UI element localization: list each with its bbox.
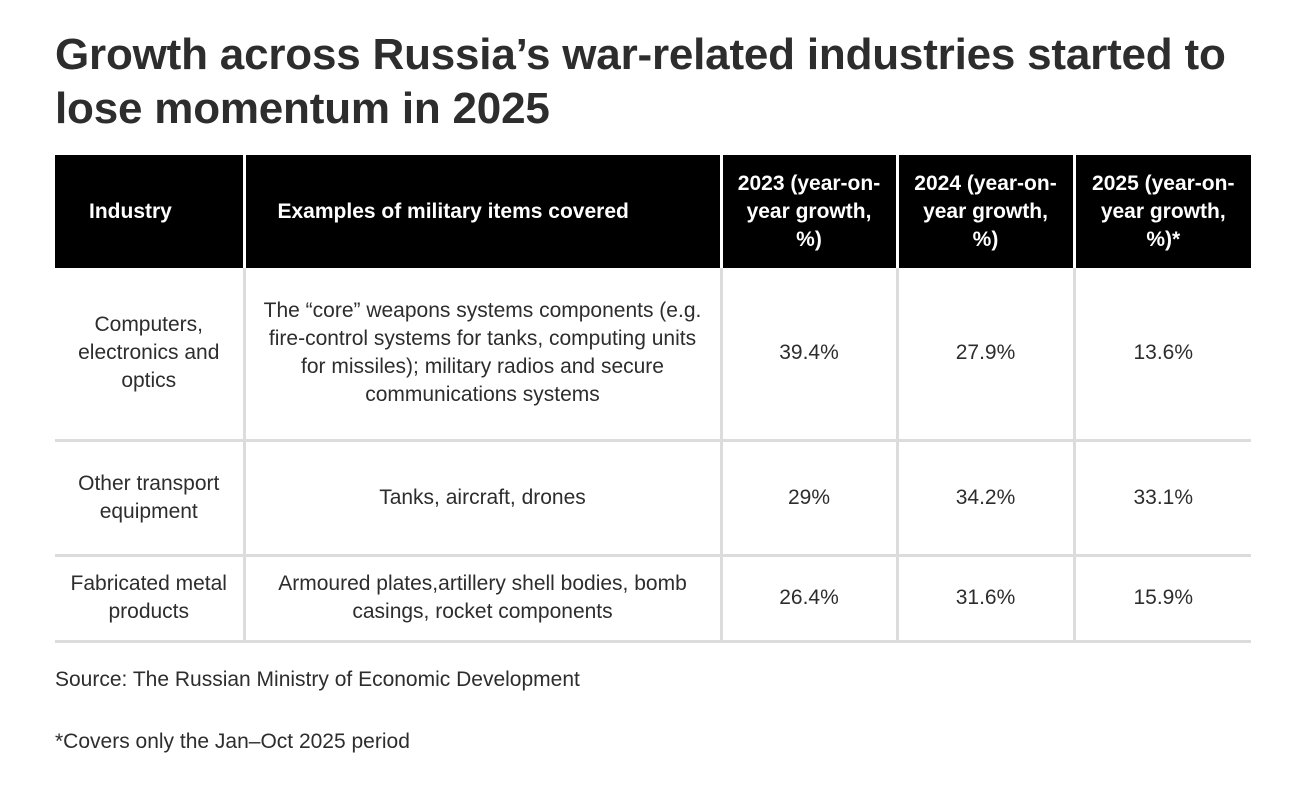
cell-examples: Armoured plates,artillery shell bodies, … bbox=[242, 555, 721, 643]
header-2024: 2024 (year-on-year growth, %) bbox=[895, 155, 1074, 268]
cell-industry: Other transport equipment bbox=[55, 440, 244, 557]
cell-2024: 27.9% bbox=[895, 268, 1074, 442]
cell-2025: 13.6% bbox=[1072, 268, 1251, 442]
cell-2024: 34.2% bbox=[895, 440, 1074, 557]
cell-2023: 26.4% bbox=[719, 555, 897, 643]
footnote: *Covers only the Jan–Oct 2025 period bbox=[55, 730, 410, 753]
header-industry: Industry bbox=[55, 155, 244, 268]
cell-2023: 29% bbox=[719, 440, 897, 557]
cell-2025: 33.1% bbox=[1072, 440, 1251, 557]
cell-2023: 39.4% bbox=[719, 268, 897, 442]
cell-examples: The “core” weapons systems components (e… bbox=[242, 268, 721, 442]
header-row: Industry Examples of military items cove… bbox=[55, 155, 1251, 268]
page-title: Growth across Russia’s war-related indus… bbox=[55, 30, 1226, 133]
cell-industry: Computers, electronics and optics bbox=[55, 268, 244, 442]
table-row: Other transport equipment Tanks, aircraf… bbox=[55, 440, 1251, 557]
table-row: Computers, electronics and optics The “c… bbox=[55, 268, 1251, 442]
cell-2024: 31.6% bbox=[895, 555, 1074, 643]
header-examples: Examples of military items covered bbox=[242, 155, 721, 268]
data-table: Industry Examples of military items cove… bbox=[55, 155, 1251, 643]
cell-2025: 15.9% bbox=[1072, 555, 1251, 643]
header-2023: 2023 (year-on-year growth, %) bbox=[719, 155, 897, 268]
cell-industry: Fabricated metal products bbox=[55, 555, 244, 643]
header-2025: 2025 (year-on-year growth, %)* bbox=[1072, 155, 1251, 268]
source-note: Source: The Russian Ministry of Economic… bbox=[55, 668, 580, 691]
cell-examples: Tanks, aircraft, drones bbox=[242, 440, 721, 557]
table-row: Fabricated metal products Armoured plate… bbox=[55, 555, 1251, 643]
